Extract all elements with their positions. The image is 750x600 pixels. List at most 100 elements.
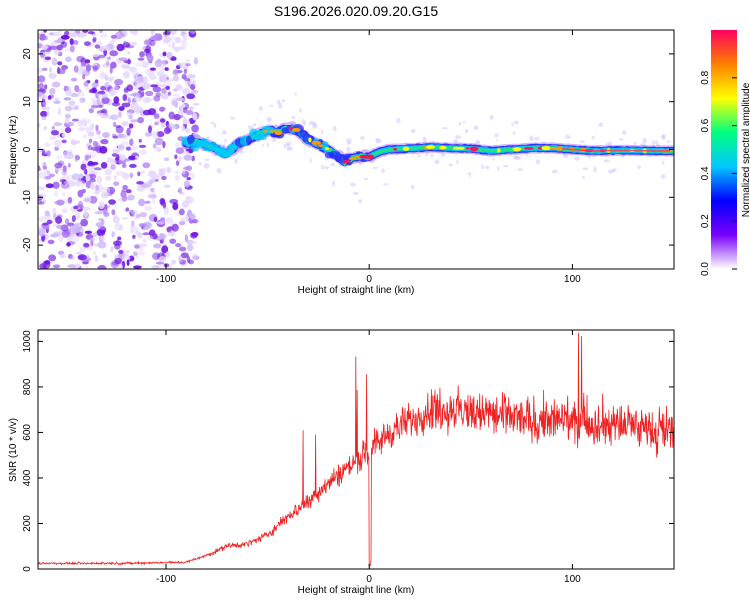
y-tick-label: 0	[22, 566, 33, 572]
noise-blob	[192, 80, 196, 86]
faint-blob	[422, 136, 427, 143]
noise-blob	[83, 152, 90, 160]
faint-blob	[497, 165, 500, 171]
noise-blob	[84, 265, 89, 269]
noise-blob	[155, 92, 161, 98]
faint-blob	[417, 154, 421, 158]
noise-blob	[61, 65, 69, 70]
noise-blob	[98, 104, 103, 108]
noise-blob	[98, 201, 105, 210]
faint-blob	[360, 136, 365, 140]
noise-blob	[150, 84, 159, 88]
noise-blob	[77, 33, 87, 38]
faint-blob	[565, 134, 571, 140]
hot-spot	[393, 148, 398, 151]
noise-blob	[71, 77, 78, 82]
y-tick-label: 20	[22, 48, 33, 60]
noise-blob	[112, 121, 117, 128]
noise-blob	[95, 184, 99, 191]
noise-blob	[128, 123, 134, 129]
y-tick-label: 0	[22, 146, 33, 152]
noise-blob	[150, 187, 155, 192]
noise-blob	[178, 255, 183, 263]
noise-blob	[137, 251, 146, 256]
noise-blob	[42, 51, 51, 55]
noise-blob	[168, 124, 177, 130]
noise-blob	[46, 170, 51, 176]
noise-blob	[167, 81, 172, 87]
faint-blob	[660, 174, 666, 179]
faint-blob	[621, 130, 627, 135]
faint-blob	[534, 136, 540, 141]
y-tick-label: 800	[22, 378, 33, 395]
noise-blob	[142, 162, 151, 169]
noise-blob	[163, 184, 171, 189]
noise-blob	[53, 190, 59, 197]
noise-blob	[185, 110, 194, 115]
noise-blob	[131, 71, 140, 76]
noise-blob	[51, 125, 55, 130]
faint-blob	[294, 92, 297, 96]
noise-blob	[117, 236, 122, 241]
faint-blob	[303, 120, 306, 126]
noise-blob	[175, 142, 181, 149]
noise-blob	[190, 213, 196, 221]
noise-blob	[175, 84, 181, 89]
noise-blob	[148, 125, 152, 134]
noise-blob	[165, 120, 170, 127]
noise-blob	[156, 131, 165, 138]
noise-blob	[100, 33, 108, 39]
noise-blob	[44, 260, 51, 265]
noise-blob	[111, 133, 117, 137]
noise-blob	[174, 175, 180, 181]
faint-blob	[410, 128, 416, 134]
noise-blob	[172, 93, 180, 97]
noise-blob	[111, 209, 116, 216]
snr-panel: -100 0 100 0 200 400 600 800 1000 Height of str…	[8, 329, 675, 596]
noise-blob	[111, 231, 115, 238]
noise-blob	[139, 244, 144, 252]
noise-blob	[38, 32, 41, 40]
noise-blob	[179, 246, 187, 252]
faint-blob	[381, 168, 385, 174]
noise-blob	[73, 65, 79, 73]
noise-blob	[179, 99, 186, 103]
noise-blob	[142, 232, 151, 236]
noise-blob	[184, 79, 192, 86]
noise-blob	[60, 35, 70, 40]
noise-blob	[68, 254, 73, 259]
noise-blob	[41, 44, 48, 50]
colorbar-ticks: 0.0 0.2 0.4 0.6 0.8	[700, 70, 737, 276]
noise-blob	[100, 139, 109, 145]
snr-series	[38, 332, 674, 567]
faint-blob	[352, 191, 359, 195]
faint-blob	[224, 138, 227, 143]
noise-blob	[68, 121, 75, 127]
noise-blob	[113, 175, 117, 180]
noise-blob	[149, 67, 156, 71]
noise-blob	[126, 112, 132, 116]
noise-blob	[130, 145, 139, 151]
faint-blob	[492, 158, 495, 161]
noise-blob	[144, 200, 151, 204]
hot-spot	[325, 147, 330, 150]
noise-blob	[64, 105, 73, 112]
hot-spot	[289, 126, 293, 131]
noise-blob	[147, 235, 154, 242]
faint-blob	[258, 106, 264, 111]
noise-blob	[105, 175, 112, 181]
noise-blob	[172, 202, 179, 211]
noise-blob	[178, 221, 186, 226]
faint-blob	[512, 131, 516, 135]
noise-blob	[129, 163, 137, 168]
noise-blob	[97, 54, 106, 59]
noise-blob	[88, 178, 96, 183]
noise-blob	[114, 78, 124, 86]
noise-blob	[185, 58, 191, 63]
faint-blob	[350, 182, 356, 187]
noise-blob	[150, 30, 155, 35]
hot-spot	[274, 130, 283, 136]
noise-blob	[115, 124, 122, 128]
noise-blob	[84, 155, 89, 161]
